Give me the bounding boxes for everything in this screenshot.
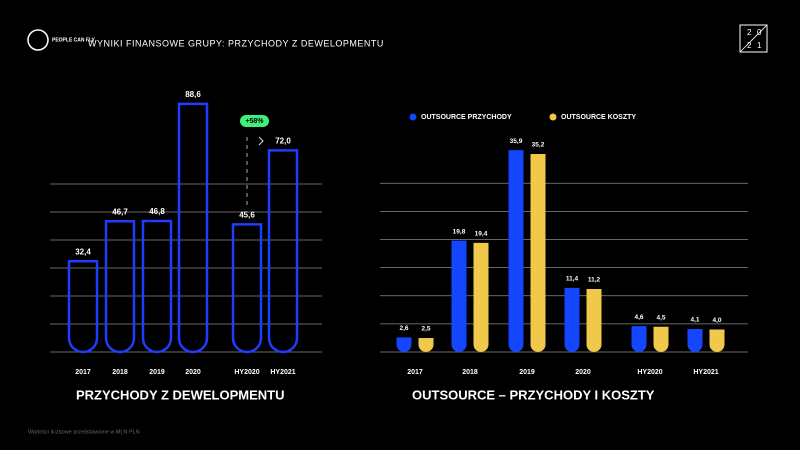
legend-marker	[409, 113, 417, 121]
bar	[586, 289, 602, 352]
year-digit: 0	[757, 28, 762, 37]
value-label: 32,4	[75, 247, 91, 256]
x-tick-label: 2017	[407, 369, 423, 376]
annotation: +58%	[245, 118, 264, 125]
value-label: 4,1	[690, 317, 699, 324]
bar	[396, 337, 412, 352]
chart-title: PRZYCHODY Z DEWELOPMENTU	[76, 387, 285, 402]
bar	[418, 337, 434, 352]
bar	[177, 102, 209, 354]
bar	[473, 242, 489, 352]
value-label: 4,6	[634, 314, 643, 321]
value-label: 35,2	[532, 142, 545, 149]
chart-title: OUTSOURCE – PRZYCHODY I KOSZTY	[412, 387, 655, 402]
value-label: 2,6	[399, 325, 408, 332]
annotation-arrow	[258, 136, 264, 146]
value-label: 88,6	[185, 90, 201, 99]
value-label: 4,0	[712, 317, 721, 324]
year-box-diagonal	[739, 24, 768, 53]
x-tick-label: 2018	[112, 369, 128, 376]
bar	[451, 240, 467, 352]
bar	[141, 219, 173, 354]
year-box	[739, 24, 768, 53]
legend-marker	[549, 113, 557, 121]
logo-mark	[27, 29, 49, 51]
bar	[687, 328, 703, 352]
x-tick-label: 2019	[149, 369, 165, 376]
annotation-badge	[240, 115, 269, 127]
bar	[67, 260, 99, 354]
value-label: 45,6	[239, 210, 255, 219]
value-label: 11,4	[566, 276, 579, 283]
bar	[530, 154, 546, 352]
footnote: Wartości liczbowe przedstawione w MLN PL…	[28, 429, 140, 435]
bar	[653, 326, 669, 352]
bar	[267, 149, 299, 354]
bar	[231, 223, 263, 354]
year-digit: 2	[747, 41, 752, 50]
year-digit: 1	[757, 41, 762, 50]
value-label: 46,7	[112, 207, 128, 216]
bar	[564, 287, 580, 352]
value-label: 72,0	[275, 137, 291, 146]
bar	[104, 219, 136, 354]
year-digit: 2	[747, 28, 752, 37]
value-label: 19,8	[453, 228, 466, 235]
x-tick-label: HY2021	[693, 369, 718, 376]
legend-label: OUTSOURCE PRZYCHODY	[421, 114, 512, 121]
value-label: 46,8	[149, 207, 165, 216]
x-tick-label: HY2020	[234, 369, 259, 376]
value-label: 4,5	[656, 314, 665, 321]
x-tick-label: 2017	[75, 369, 91, 376]
x-tick-label: 2019	[519, 369, 535, 376]
value-label: 11,2	[588, 277, 601, 284]
x-tick-label: 2020	[185, 369, 201, 376]
bar	[631, 326, 647, 352]
x-tick-label: 2020	[575, 369, 591, 376]
legend-label: OUTSOURCE KOSZTY	[561, 114, 636, 121]
bar	[709, 329, 725, 352]
x-tick-label: 2018	[462, 369, 478, 376]
x-tick-label: HY2020	[637, 369, 662, 376]
header-title: WYNIKI FINANSOWE GRUPY: PRZYCHODY Z DEWE…	[88, 38, 384, 48]
bar	[508, 150, 524, 352]
logo-text: PEOPLE CAN FLY	[52, 37, 96, 43]
x-tick-label: HY2021	[270, 369, 295, 376]
value-label: 35,9	[510, 138, 523, 145]
value-label: 19,4	[475, 231, 488, 238]
value-label: 2,5	[421, 326, 430, 333]
